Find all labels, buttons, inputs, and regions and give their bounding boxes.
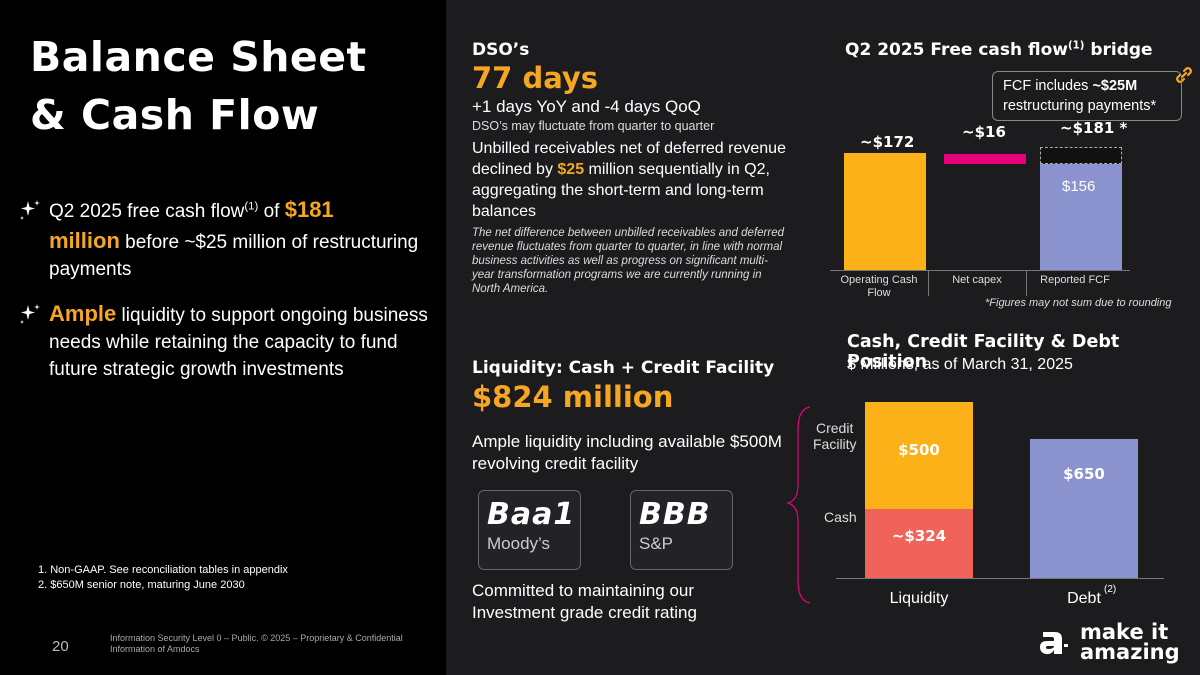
bar-cash [865,508,973,578]
bar-reported-fcf [1040,163,1122,270]
dso-change: +1 days YoY and -4 days QoQ [472,97,701,116]
bullet-fcf: Q2 2025 free cash flow(1) of $181 millio… [18,196,438,283]
x-tick-label-debt: Debt [1067,590,1101,607]
x-axis [830,270,1130,271]
bullet2-text: liquidity to support ongoing business ne… [49,305,428,380]
slogan-line-1: make it [1080,620,1169,644]
left-panel: Balance Sheet & Cash Flow Q2 2025 free c… [0,0,446,675]
callout-bold: ~$25M [1092,78,1138,94]
label-ocf: ~$172 [860,133,915,152]
rating-grade: Baa1 [487,497,576,532]
debt-chart-title: Cash, Credit Facility & Debt Position [847,332,1120,372]
fcf-callout: FCF includes ~$25M restructuring payment… [992,71,1182,121]
side-label-credit-1: Credit [816,420,854,436]
legal-notice: Information Security Level 0 – Public. ©… [110,633,403,654]
fcf-title-post: bridge [1084,40,1153,60]
callout-post: restructuring payments* [1003,98,1157,114]
x-tick-label: Reported FCF [1040,274,1110,286]
brace-icon [786,406,811,604]
label-credit: $500 [898,441,940,460]
debt-sup: (2) [1104,584,1117,595]
label-fcf: $156 [1062,177,1096,195]
bullet-liquidity: Ample liquidity to support ongoing busin… [18,300,438,383]
x-tick-label: Net capex [952,274,1002,286]
dso-para-pre: Unbilled receivables net of deferred rev… [472,140,786,178]
side-label-credit-2: Facility [813,436,857,452]
fcf-bridge-chart: ~$172 ~$16 $156 ~$181 * Operating Cash Flow N… [830,118,1180,320]
title-line-1: Balance Sheet [30,33,367,81]
liquidity-value: $824 million [472,380,674,414]
dso-heading: DSO’s [472,40,530,60]
callout-pre: FCF includes [1003,78,1093,94]
rating-card-moodys: Baa1 Moody’s [478,490,581,570]
x-axis [836,578,1164,579]
bullet1-post: before ~$25 million of restructuring pay… [49,232,419,280]
debt-chart-subtitle: $ Millions, as of March 31, 2025 [847,356,1073,373]
amdocs-logo-icon [1040,632,1068,655]
page-title: Balance Sheet & Cash Flow [30,28,430,144]
fcf-title-sup: (1) [1068,40,1085,52]
bullet2-lead: Ample [49,301,117,326]
bar-credit-facility [865,402,973,509]
bullet1-amount: $181 [284,197,334,222]
bullet1-mid: of [258,201,285,222]
rating-agency: S&P [639,534,674,553]
x-tick [928,270,929,296]
rating-card-sp: BBB S&P [630,490,733,570]
bar-net-capex [944,154,1026,165]
commit-text: Committed to maintaining our Investment … [472,581,697,622]
label-fcf-total: ~$181 * [1060,118,1128,137]
brand-slogan: make it amazing [1080,620,1180,664]
dso-value: 77 days [472,61,599,95]
bullet1-amount-unit: million [49,228,120,253]
bar-operating-cash-flow [844,153,926,270]
title-line-2: & Cash Flow [30,91,320,139]
rating-grade: BBB [639,497,711,532]
fcf-chart-title: Q2 2025 Free cash flow(1) bridge [845,40,1153,60]
footnote-2: 2. $650M senior note, maturing June 2030 [38,578,245,591]
debt-position-chart: ~$324 $500 $650 Credit Facility Cash Liquidity… [800,385,1180,615]
label-debt: $650 [1063,465,1105,484]
dso-paragraph: Unbilled receivables net of deferred rev… [472,138,802,222]
bar-fcf-restructuring-dashed [1040,146,1122,164]
footnote-1: 1. Non-GAAP. See reconciliation tables i… [38,564,288,576]
x-tick-label: Operating Cash Flow [840,274,918,299]
x-tick [1026,270,1027,296]
sparkle-icon [20,304,40,324]
dso-para-post: million sequentially in Q2, aggregating … [472,161,770,220]
slogan-line-2: amazing [1080,640,1180,664]
fcf-title-text: Q2 2025 Free cash flow [845,40,1068,60]
liquidity-heading: Liquidity: Cash + Credit Facility [472,358,775,378]
sparkle-icon [20,200,40,220]
footnotes: 1. Non-GAAP. See reconciliation tables i… [38,563,288,592]
side-label-cash: Cash [824,509,857,525]
bar-debt [1030,439,1138,578]
rating-agency: Moody’s [487,534,550,553]
bullet1-text: Q2 2025 free cash flow [49,201,245,222]
x-tick-label-liquidity: Liquidity [889,590,949,607]
dso-italic-note: The net difference between unbilled rece… [472,227,784,295]
label-capex: ~$16 [962,123,1006,142]
dso-note: DSO’s may fluctuate from quarter to quar… [472,119,715,133]
bullet1-sup: (1) [244,200,259,213]
liquidity-desc: Ample liquidity including available $500… [472,432,782,473]
label-cash: ~$324 [891,527,947,546]
dso-para-amount: $25 [557,161,585,178]
page-number: 20 [52,638,69,655]
fcf-footnote: *Figures may not sum due to rounding [985,297,1172,309]
